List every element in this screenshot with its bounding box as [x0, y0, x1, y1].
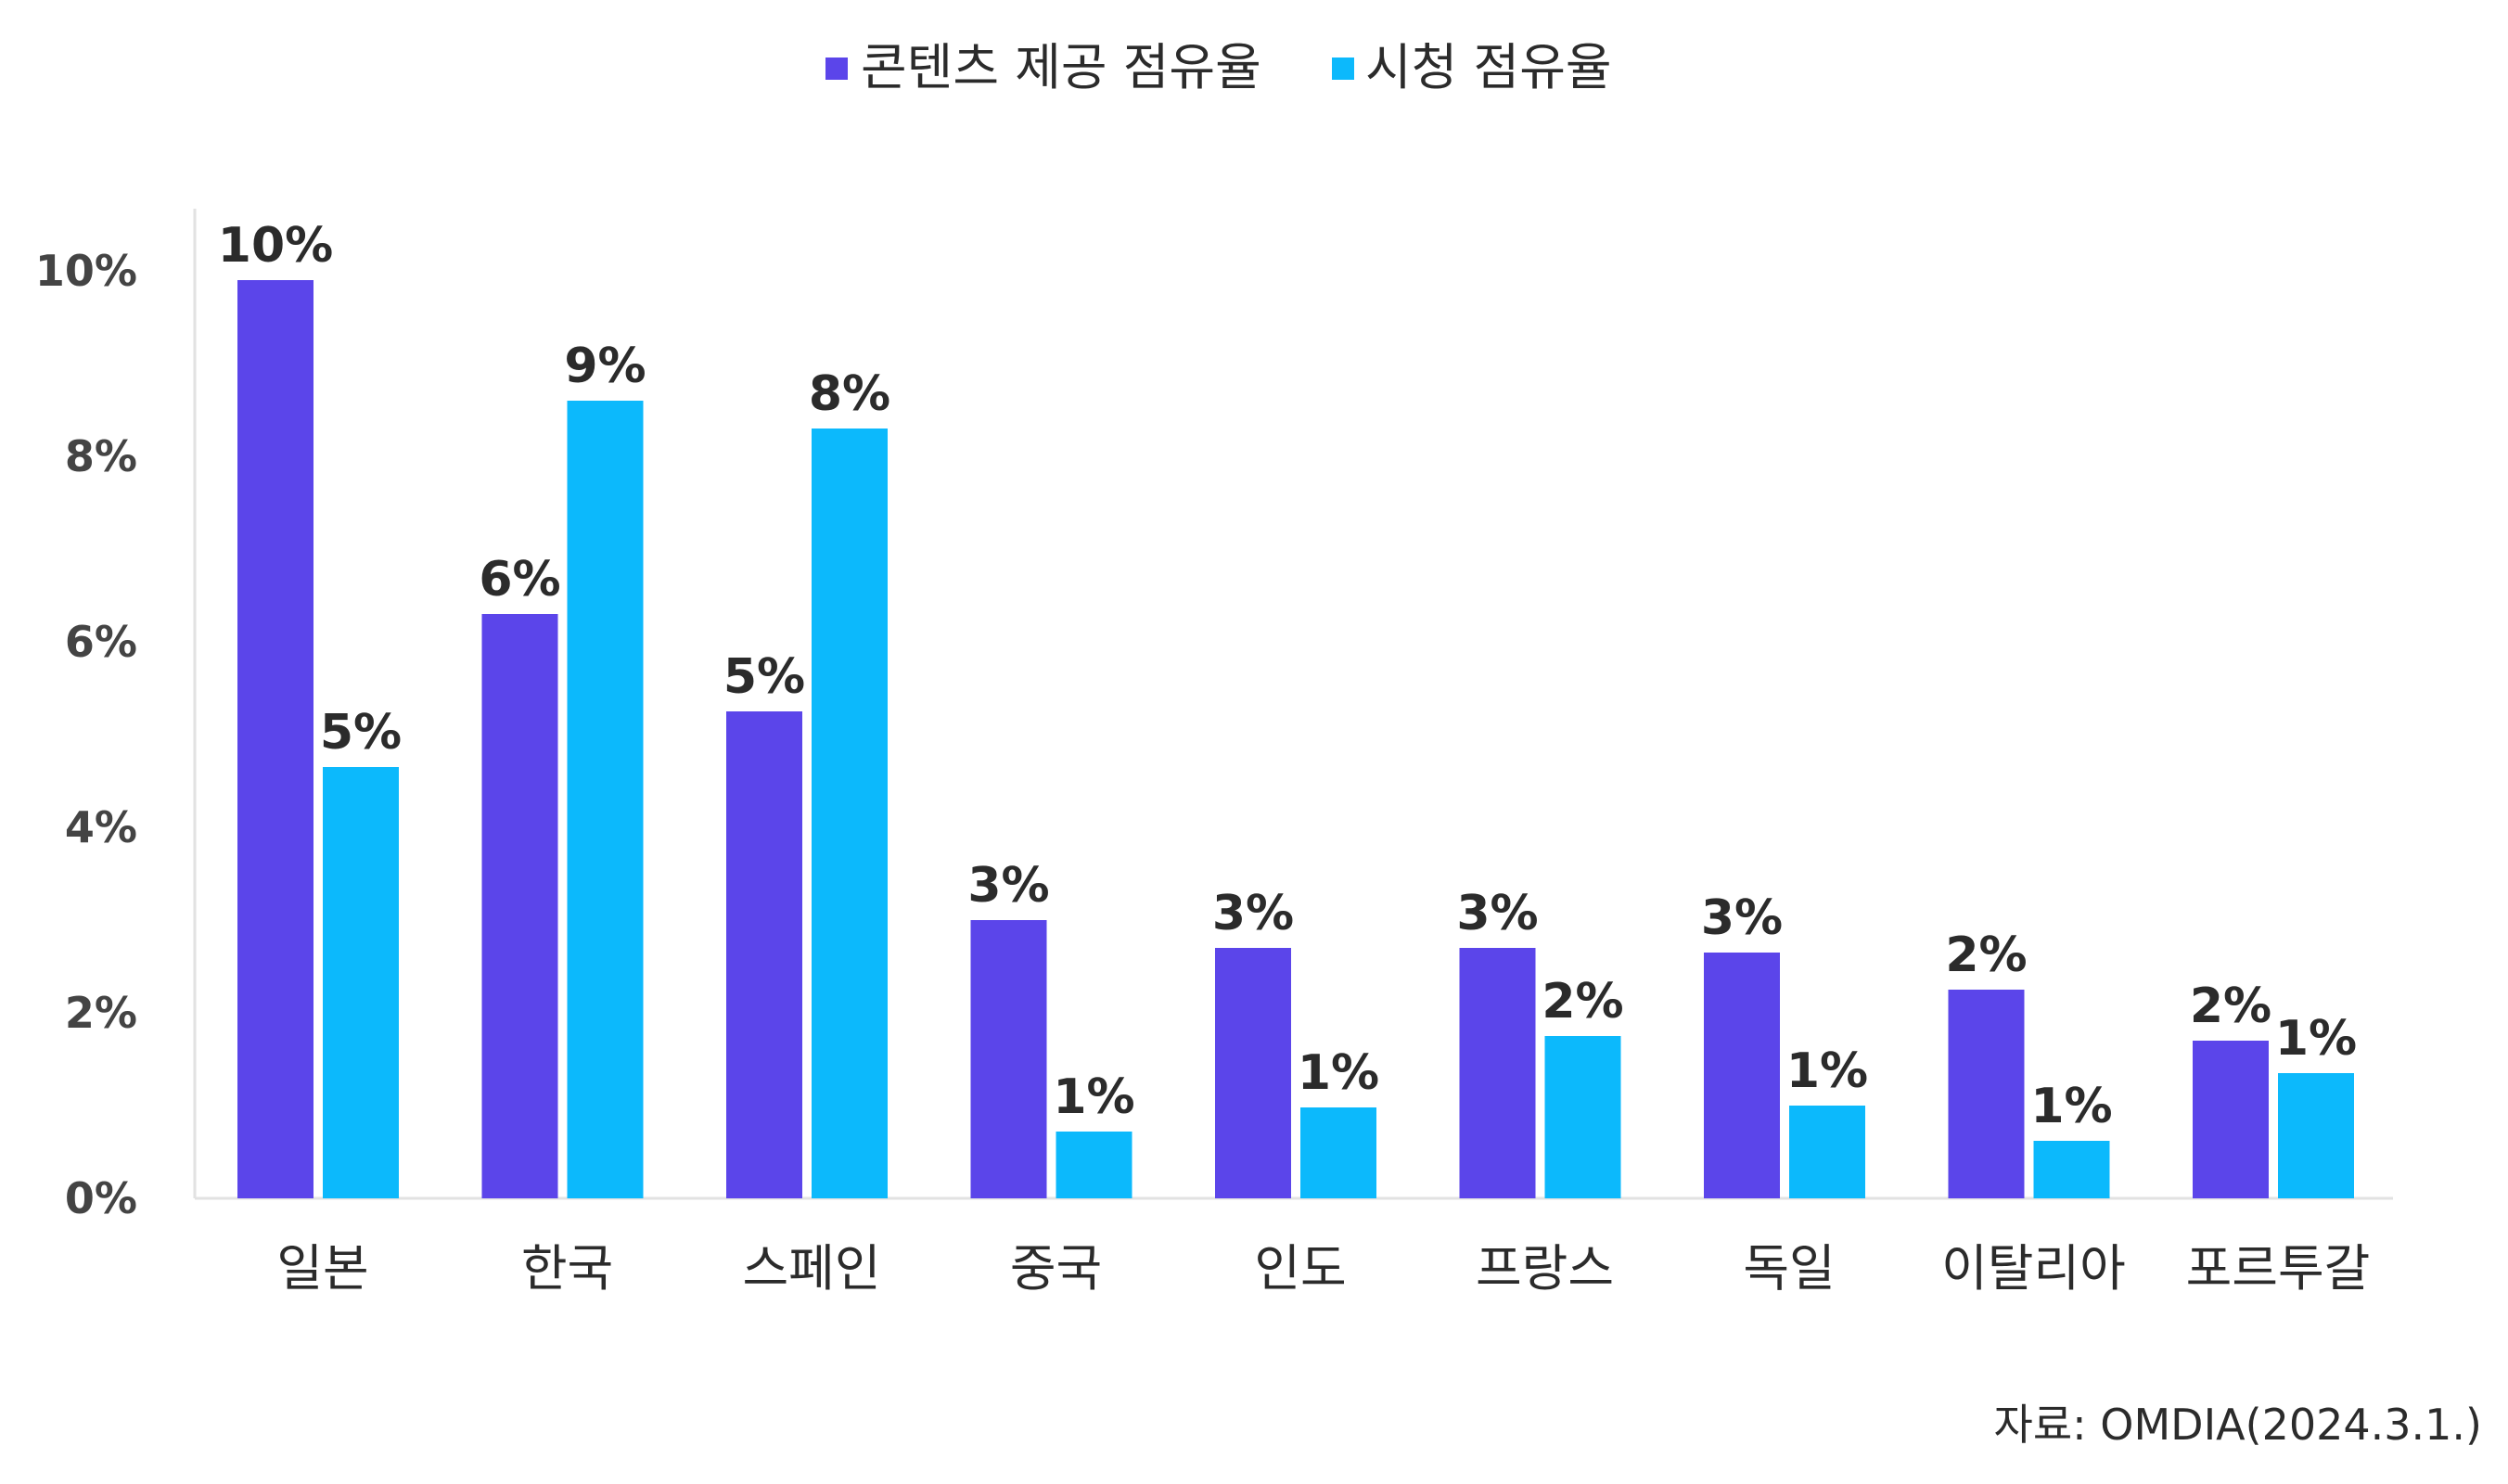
data-label: 3% [1212, 886, 1294, 941]
legend-swatch-content-share [825, 58, 848, 80]
bar-viewing-share [323, 767, 399, 1198]
x-tick-label: 스페인 [742, 1239, 880, 1298]
bar-viewing-share [567, 401, 644, 1198]
y-tick-label: 2% [65, 988, 137, 1038]
data-label: 1% [2275, 1011, 2357, 1067]
bar-content-share [2193, 1041, 2269, 1198]
x-tick-label: 프랑스 [1476, 1239, 1614, 1298]
x-tick-label: 중국 [1010, 1239, 1102, 1298]
data-label: 8% [809, 366, 890, 422]
value-labels: 10%5%6%9%5%8%3%1%3%1%3%2%3%1%2%1%2%1% [218, 218, 2357, 1134]
data-label: 2% [2190, 979, 2271, 1034]
bars [237, 280, 2354, 1198]
x-tick-label: 일본 [276, 1239, 368, 1298]
bar-content-share [1948, 990, 2025, 1198]
data-label: 9% [564, 339, 646, 394]
y-tick-label: 8% [65, 431, 137, 481]
data-label: 1% [1786, 1043, 1868, 1099]
data-label: 10% [218, 218, 333, 274]
bar-content-share [970, 920, 1047, 1198]
category-labels: 일본 한국 스페인 중국 인도 프랑스 독일 이탈리아 포르투갈 [276, 1239, 2370, 1298]
bar-viewing-share [2278, 1073, 2354, 1198]
y-tick-label: 6% [65, 617, 137, 667]
bar-content-share [1704, 953, 1780, 1198]
legend-label-viewing-share: 시청 점유율 [1365, 38, 1612, 96]
x-tick-label: 이탈리아 [1941, 1239, 2126, 1298]
bar-viewing-share [812, 429, 888, 1198]
data-label: 1% [1053, 1069, 1134, 1125]
data-label: 2% [1945, 928, 2027, 983]
data-label: 1% [2030, 1079, 2112, 1134]
bar-viewing-share [1300, 1107, 1376, 1198]
bar-viewing-share [1789, 1106, 1865, 1198]
bar-content-share [726, 711, 802, 1198]
bar-content-share [1459, 948, 1536, 1198]
bar-content-share [1215, 948, 1291, 1198]
data-label: 6% [479, 552, 560, 608]
legend-label-content-share: 콘텐츠 제공 점유율 [861, 38, 1261, 96]
data-label: 1% [1298, 1045, 1379, 1101]
y-tick-labels: 0% 2% 4% 6% 8% 10% [35, 246, 137, 1223]
bar-content-share [237, 280, 314, 1198]
bar-viewing-share [2033, 1141, 2110, 1198]
x-tick-label: 인도 [1254, 1239, 1346, 1298]
x-tick-label: 한국 [521, 1239, 613, 1298]
data-label: 2% [1542, 974, 1623, 1030]
y-tick-label: 4% [65, 802, 137, 852]
x-tick-label: 독일 [1743, 1239, 1835, 1298]
data-label: 5% [723, 649, 805, 705]
data-label: 3% [1456, 886, 1538, 941]
data-label: 3% [1701, 890, 1783, 946]
x-tick-label: 포르투갈 [2186, 1239, 2371, 1298]
bar-content-share [481, 614, 558, 1198]
y-tick-label: 0% [65, 1173, 137, 1223]
bar-viewing-share [1056, 1132, 1132, 1198]
bar-viewing-share [1544, 1036, 1621, 1198]
legend: 콘텐츠 제공 점유율 시청 점유율 [825, 38, 1612, 96]
data-label: 5% [320, 705, 402, 761]
y-tick-label: 10% [35, 246, 137, 296]
legend-swatch-viewing-share [1332, 58, 1354, 80]
data-label: 3% [967, 858, 1049, 914]
source-note: 자료: OMDIA(2024.3.1.) [1994, 1400, 2482, 1450]
